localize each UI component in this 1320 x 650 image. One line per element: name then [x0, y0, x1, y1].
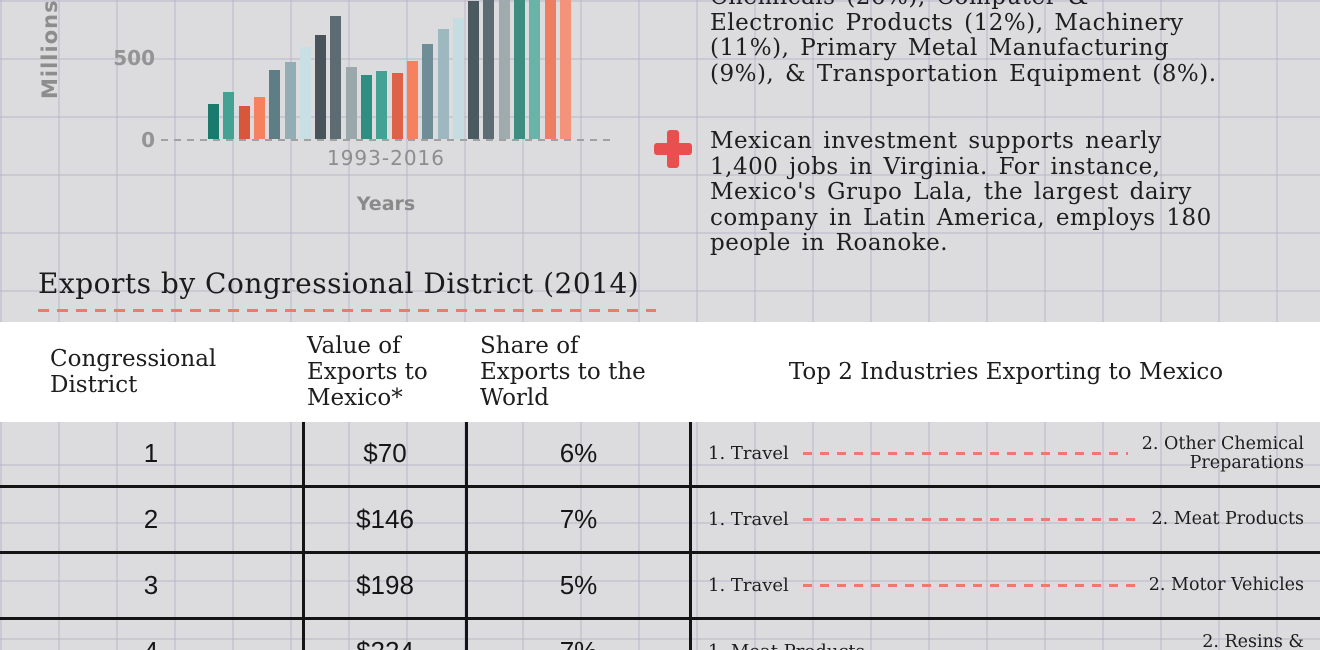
export-value-cell: $198 — [305, 554, 468, 617]
industry-1-label: 1. Meat Products — [708, 641, 865, 650]
export-value-cell: $70 — [305, 422, 468, 485]
bar-series — [208, 0, 586, 139]
bar-2008 — [437, 29, 449, 139]
bar-1995 — [238, 106, 250, 139]
x-axis-range-label: 1993-2016 — [326, 146, 445, 170]
bar-2011 — [483, 0, 495, 139]
industries-cell: 1. Meat Products 2. Resins & — [692, 620, 1320, 650]
bar-2012 — [498, 0, 510, 139]
industries-cell: 1. Travel 2. Motor Vehicles — [692, 554, 1320, 617]
share-cell: 7% — [468, 488, 692, 551]
bar-1999 — [299, 47, 311, 139]
share-cell: 5% — [468, 554, 692, 617]
section-title: Exports by Congressional District (2014) — [38, 267, 640, 300]
industries-cell: 1. Travel 2. Meat Products — [692, 488, 1320, 551]
table-row: 4 $224 7% 1. Meat Products 2. Resins & — [0, 617, 1320, 650]
bar-1996 — [253, 97, 265, 139]
bar-2002 — [345, 67, 357, 139]
industry-2-label: 2. Other Chemical Preparations — [1141, 433, 1304, 473]
table-header: Congressional District Value of Exports … — [0, 322, 1320, 422]
district-cell: 4 — [0, 620, 305, 650]
industry-1-label: 1. Travel — [708, 509, 789, 530]
bar-2007 — [422, 44, 434, 139]
mexican-investment-paragraph: Mexican investment supports nearly 1,400… — [710, 128, 1212, 256]
y-axis-label: Millions of Dollars — [38, 0, 62, 99]
bar-2016 — [559, 0, 571, 139]
bar-2014 — [529, 0, 541, 139]
y-tick-0: 0 — [141, 128, 155, 152]
bar-2003 — [361, 75, 372, 139]
share-cell: 7% — [468, 620, 692, 650]
bar-1993 — [208, 104, 219, 139]
bar-2005 — [391, 73, 403, 139]
section-title-dashed-underline — [38, 309, 656, 312]
table-row: 2 $146 7% 1. Travel 2. Meat Products — [0, 485, 1320, 551]
dashed-connector — [802, 584, 1135, 587]
industry-1-label: 1. Travel — [708, 443, 789, 464]
header-congressional-district: Congressional District — [50, 346, 217, 398]
district-cell: 3 — [0, 554, 305, 617]
bar-1998 — [284, 62, 296, 139]
header-value-of-exports: Value of Exports to Mexico* — [307, 333, 428, 411]
x-axis-title: Years — [356, 193, 416, 215]
dashed-connector — [802, 518, 1138, 521]
bar-1994 — [223, 92, 235, 139]
header-top-industries: Top 2 Industries Exporting to Mexico — [788, 359, 1224, 385]
y-tick-500: 500 — [113, 46, 155, 70]
header-share-of-exports: Share of Exports to the World — [480, 333, 646, 411]
bar-2006 — [406, 61, 418, 139]
district-cell: 1 — [0, 422, 305, 485]
share-cell: 6% — [468, 422, 692, 485]
table-row: 3 $198 5% 1. Travel 2. Motor Vehicles — [0, 551, 1320, 617]
industry-1-label: 1. Travel — [708, 575, 789, 596]
bar-2015 — [544, 0, 556, 139]
export-value-cell: $224 — [305, 620, 468, 650]
table-row: 1 $70 6% 1. Travel 2. Other Chemical Pre… — [0, 422, 1320, 485]
industry-2-label: 2. Resins & — [1202, 631, 1304, 650]
bar-2001 — [330, 16, 342, 139]
export-value-cell: $146 — [305, 488, 468, 551]
industry-2-label: 2. Motor Vehicles — [1148, 575, 1304, 595]
bar-2004 — [376, 71, 388, 139]
x-axis-dashed-baseline — [161, 139, 613, 141]
plus-icon — [654, 130, 692, 168]
top-industries-paragraph: Chemicals (26%), Computer & Electronic P… — [710, 0, 1217, 87]
bar-2000 — [315, 35, 327, 139]
industry-2-label: 2. Meat Products — [1151, 509, 1304, 529]
bar-2013 — [514, 0, 525, 139]
dashed-connector — [802, 452, 1128, 455]
table-body: 1 $70 6% 1. Travel 2. Other Chemical Pre… — [0, 422, 1320, 650]
bar-2009 — [452, 18, 464, 139]
bar-1997 — [269, 70, 281, 139]
district-cell: 2 — [0, 488, 305, 551]
industries-cell: 1. Travel 2. Other Chemical Preparations — [692, 422, 1320, 485]
bar-2010 — [468, 1, 480, 139]
